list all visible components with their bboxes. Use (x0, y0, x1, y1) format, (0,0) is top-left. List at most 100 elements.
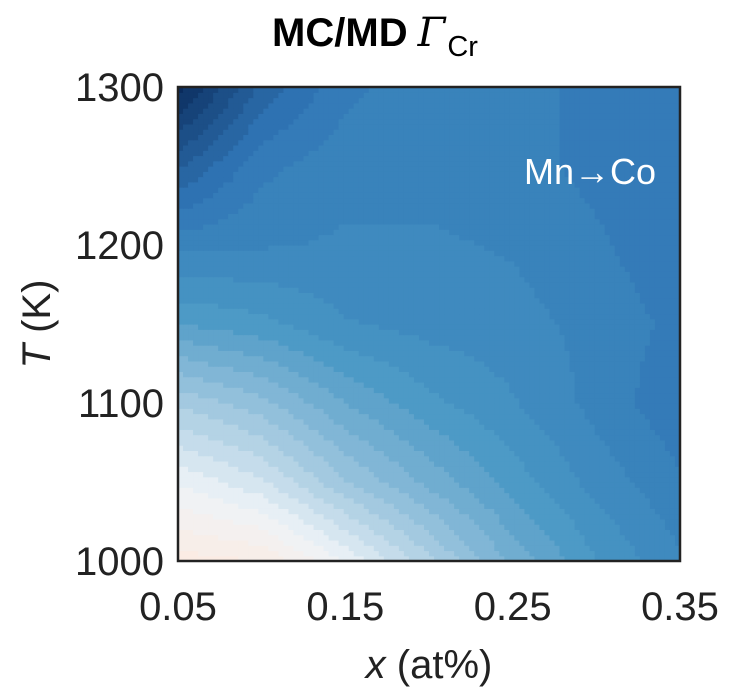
contour-cell (574, 450, 581, 457)
contour-cell (639, 381, 646, 388)
contour-cell (328, 392, 335, 399)
contour-cell (529, 555, 536, 561)
contour-cell (584, 555, 591, 561)
contour-cell (509, 524, 515, 530)
contour-cell (519, 345, 525, 351)
contour-cell (423, 381, 430, 388)
contour-cell (529, 476, 536, 483)
contour-cell (654, 392, 661, 399)
contour-cell (524, 550, 530, 557)
contour-cell (228, 424, 234, 430)
contour-cell (268, 424, 274, 430)
contour-cell (378, 308, 385, 315)
contour-cell (554, 334, 561, 341)
contour-cell (253, 429, 259, 436)
contour-cell (338, 355, 345, 362)
contour-cell (584, 434, 591, 441)
contour-cell (589, 492, 596, 499)
contour-cell (489, 534, 495, 541)
contour-cell (388, 366, 395, 372)
contour-cell (203, 539, 209, 546)
contour-cell (193, 403, 199, 409)
contour-cell (444, 497, 450, 504)
contour-cell (664, 371, 671, 378)
contour-cell (504, 460, 510, 467)
contour-cell (243, 497, 249, 504)
contour-cell (629, 424, 636, 430)
contour-cell (469, 513, 475, 520)
contour-cell (183, 508, 189, 515)
contour-cell (228, 529, 234, 536)
contour-cell (403, 345, 410, 351)
contour-cell (664, 308, 671, 315)
contour-cell (248, 476, 254, 483)
contour-cell (178, 534, 184, 541)
contour-cell (604, 429, 611, 436)
contour-cell (449, 455, 455, 462)
contour-cell (413, 329, 420, 336)
contour-cell (193, 413, 199, 420)
contour-cell (243, 360, 249, 367)
contour-cell (218, 408, 224, 415)
contour-cell (178, 355, 184, 362)
contour-cell (494, 313, 500, 320)
contour-cell (263, 318, 269, 325)
contour-cell (584, 418, 591, 425)
contour-cell (664, 334, 671, 341)
contour-cell (413, 308, 420, 315)
contour-cell (353, 413, 360, 420)
contour-cell (604, 376, 611, 383)
contour-cell (659, 539, 666, 546)
contour-cell (649, 434, 656, 441)
contour-cell (529, 545, 536, 552)
contour-cell (193, 482, 199, 488)
contour-cell (509, 545, 515, 552)
contour-cell (293, 302, 300, 309)
contour-cell (634, 413, 641, 420)
contour-cell (589, 313, 596, 320)
contour-cell (258, 492, 264, 499)
contour-cell (188, 524, 194, 530)
contour-cell (278, 550, 285, 557)
contour-cell (604, 550, 611, 557)
contour-cell (469, 339, 475, 346)
contour-cell (664, 339, 671, 346)
contour-cell (564, 434, 571, 441)
contour-cell (629, 497, 636, 504)
contour-cell (484, 445, 490, 451)
contour-cell (213, 318, 219, 325)
contour-cell (268, 324, 274, 330)
contour-cell (373, 376, 380, 383)
contour-cell (188, 297, 194, 304)
contour-cell (218, 503, 224, 509)
contour-cell (373, 408, 380, 415)
contour-cell (258, 534, 264, 541)
contour-cell (609, 508, 616, 515)
contour-cell (509, 550, 515, 557)
contour-cell (649, 350, 656, 357)
contour-cell (358, 376, 365, 383)
contour-cell (504, 539, 510, 546)
contour-cell (348, 413, 355, 420)
contour-cell (413, 513, 420, 520)
contour-cell (403, 297, 410, 304)
contour-cell (569, 508, 576, 515)
contour-cell (534, 529, 541, 536)
contour-cell (338, 503, 345, 509)
contour-cell (624, 345, 631, 351)
contour-cell (323, 466, 330, 473)
contour-cell (268, 392, 274, 399)
contour-cell (408, 392, 415, 399)
contour-cell (238, 550, 244, 557)
contour-cell (378, 297, 385, 304)
contour-cell (494, 355, 500, 362)
contour-cell (649, 360, 656, 367)
contour-cell (373, 460, 380, 467)
contour-cell (574, 434, 581, 441)
contour-cell (228, 408, 234, 415)
contour-cell (624, 429, 631, 436)
contour-cell (594, 297, 601, 304)
contour-cell (439, 413, 445, 420)
contour-cell (669, 513, 676, 520)
contour-cell (283, 482, 290, 488)
